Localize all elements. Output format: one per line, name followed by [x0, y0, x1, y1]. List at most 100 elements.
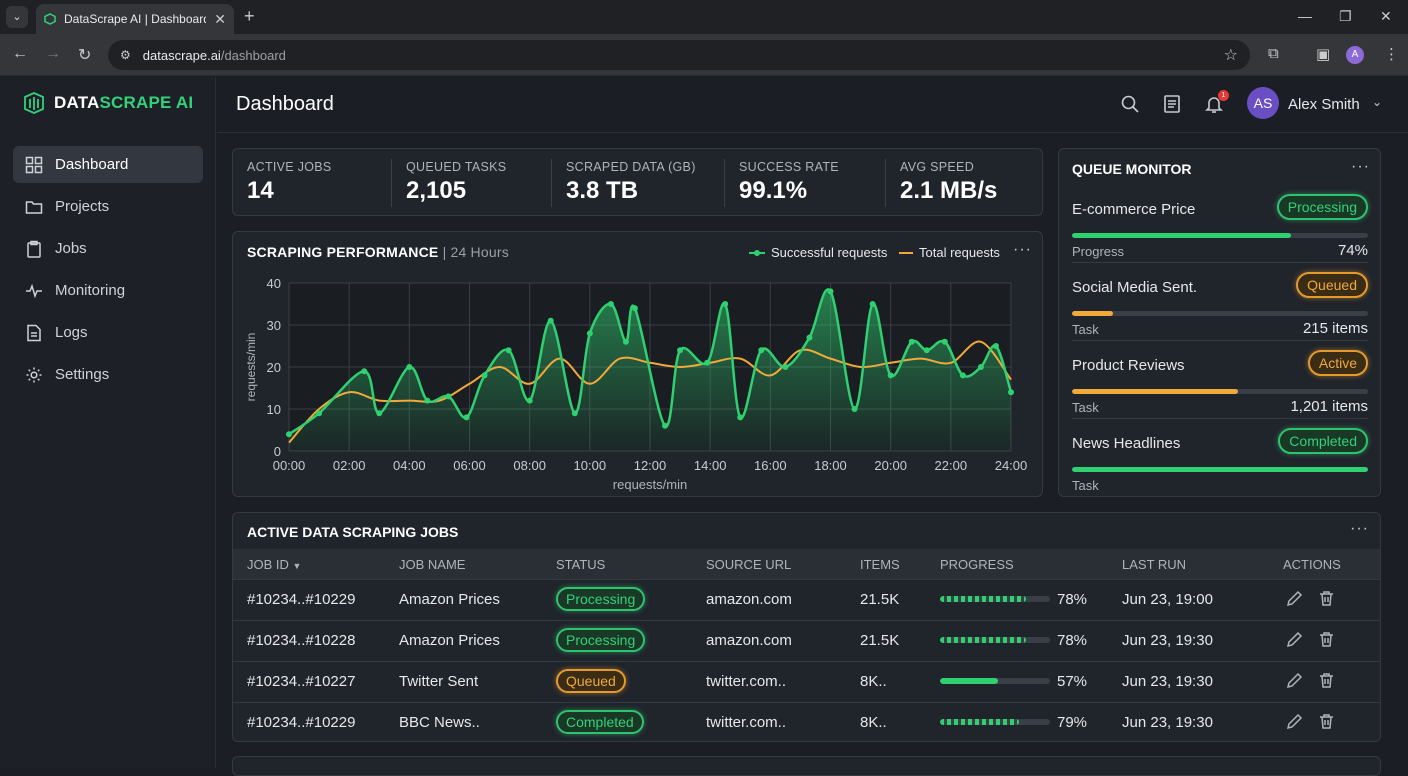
queue-item-name: News Headlines — [1072, 435, 1181, 452]
legend-total[interactable]: Total requests — [899, 245, 1000, 260]
data-point — [704, 359, 711, 366]
edit-button[interactable] — [1286, 590, 1303, 611]
brand-logo[interactable]: DATASCRAPE AI — [22, 91, 193, 115]
items-count: 8K.. — [860, 673, 887, 690]
data-point — [737, 414, 744, 421]
sidebar-item-jobs[interactable]: Jobs — [13, 230, 203, 267]
stat-active-jobs: ACTIVE JOBS 14 — [233, 149, 346, 217]
source-url[interactable]: amazon.com — [706, 632, 792, 649]
source-url[interactable]: amazon.com — [706, 591, 792, 608]
side-panel-icon[interactable]: ▣ — [1316, 46, 1331, 63]
queue-more-button[interactable]: ··· — [1351, 158, 1370, 175]
data-point — [851, 406, 858, 412]
user-name[interactable]: Alex Smith — [1288, 96, 1360, 113]
delete-button[interactable] — [1318, 713, 1335, 734]
site-settings-icon[interactable]: ⚙ — [120, 48, 131, 62]
close-tab-icon[interactable]: ✕ — [214, 10, 226, 27]
last-run: Jun 23, 19:30 — [1122, 673, 1213, 690]
queue-item-sub: Task — [1072, 478, 1099, 493]
job-id: #10234..#10228 — [247, 632, 356, 649]
last-run: Jun 23, 19:00 — [1122, 591, 1213, 608]
gear-icon — [26, 367, 42, 382]
search-button[interactable] — [1120, 94, 1140, 119]
source-url[interactable]: twitter.com.. — [706, 714, 787, 731]
sidebar-item-label: Jobs — [55, 240, 87, 257]
stats-card: ACTIVE JOBS 14 QUEUED TASKS 2,105 SCRAPE… — [232, 148, 1043, 216]
table-row[interactable]: #10234..#10228 Amazon Prices Processing ama… — [233, 620, 1380, 660]
job-name: Amazon Prices — [399, 632, 500, 649]
data-point — [923, 347, 930, 354]
queue-item-name: Social Media Sent. — [1072, 279, 1198, 296]
bookmark-star-icon[interactable]: ☆ — [1223, 47, 1238, 64]
pencil-icon — [1286, 713, 1303, 730]
legend-successful[interactable]: Successful requests — [749, 245, 887, 260]
sidebar-item-settings[interactable]: Settings — [13, 356, 203, 393]
extensions-icon[interactable]: ⧉ — [1268, 45, 1279, 62]
restore-icon[interactable]: ❐ — [1339, 8, 1352, 24]
column-header-status[interactable]: STATUS — [556, 557, 606, 572]
jobs-more-button[interactable]: ··· — [1350, 520, 1369, 537]
reload-icon[interactable]: ↻ — [78, 47, 92, 64]
forward-arrow-icon[interactable]: → — [45, 45, 61, 62]
data-point — [571, 410, 578, 417]
delete-button[interactable] — [1318, 672, 1335, 693]
browser-profile-avatar[interactable]: A — [1346, 46, 1364, 64]
progress-fill — [1072, 389, 1238, 394]
browser-tab[interactable]: DataScrape AI | Dashboard ✕ — [36, 4, 234, 34]
y-axis-label: requests/min — [244, 333, 258, 402]
close-window-icon[interactable]: ✕ — [1380, 8, 1392, 24]
progress-fill — [1072, 311, 1114, 316]
back-arrow-icon[interactable]: ← — [12, 45, 28, 62]
edit-button[interactable] — [1286, 631, 1303, 652]
sidebar-item-monitoring[interactable]: Monitoring — [13, 272, 203, 309]
data-point — [869, 301, 876, 307]
status-badge: Completed — [556, 710, 644, 734]
sidebar-item-dashboard[interactable]: Dashboard — [13, 146, 203, 183]
x-tick-label: 18:00 — [814, 458, 847, 473]
delete-button[interactable] — [1318, 631, 1335, 652]
status-badge: Completed — [1278, 428, 1368, 454]
queue-item-name: Product Reviews — [1072, 357, 1185, 374]
divider — [1072, 340, 1368, 341]
browser-menu-icon[interactable]: ⋮ — [1384, 46, 1399, 63]
source-url[interactable]: twitter.com.. — [706, 673, 787, 690]
url-bar[interactable]: ⚙ datascrape.ai/dashboard ☆ — [108, 40, 1250, 70]
sort-down-icon: ▼ — [292, 561, 302, 571]
column-header-items[interactable]: ITEMS — [860, 557, 900, 572]
job-name: Twitter Sent — [399, 673, 479, 690]
data-point — [806, 334, 813, 341]
column-header-progress[interactable]: PROGRESS — [940, 557, 1014, 572]
edit-button[interactable] — [1286, 672, 1303, 693]
chart-more-button[interactable]: ··· — [1013, 241, 1032, 258]
minimize-icon[interactable]: — — [1298, 8, 1312, 24]
stat-label: QUEUED TASKS — [406, 160, 507, 174]
notifications-button[interactable]: 1 — [1204, 90, 1229, 119]
progress-fill — [940, 596, 1026, 602]
column-header-job-name[interactable]: JOB NAME — [399, 557, 466, 572]
legend-swatch-green — [749, 249, 765, 256]
reports-button[interactable] — [1162, 94, 1182, 119]
chart-title: SCRAPING PERFORMANCE | 24 Hours — [247, 244, 509, 260]
table-row[interactable]: #10234..#10229 BBC News.. Completed twitter… — [233, 702, 1380, 742]
progress-bar — [940, 596, 1050, 602]
divider — [885, 159, 886, 207]
delete-button[interactable] — [1318, 590, 1335, 611]
user-avatar[interactable]: AS — [1247, 87, 1279, 119]
chevron-down-icon[interactable]: ⌄ — [1372, 95, 1383, 109]
new-tab-button[interactable]: + — [244, 6, 255, 26]
y-tick-label: 20 — [267, 360, 281, 375]
grid-icon — [25, 156, 43, 173]
table-row[interactable]: #10234..#10227 Twitter Sent Queued twitter.… — [233, 661, 1380, 701]
tab-search-button[interactable]: ⌄ — [6, 6, 28, 28]
status-badge: Processing — [1276, 194, 1368, 220]
edit-button[interactable] — [1286, 713, 1303, 734]
data-point — [463, 414, 470, 421]
column-header-source-url[interactable]: SOURCE URL — [706, 557, 792, 572]
table-row[interactable]: #10234..#10229 Amazon Prices Processing ama… — [233, 579, 1380, 619]
progress-fill — [940, 678, 999, 684]
sidebar-item-logs[interactable]: Logs — [13, 314, 203, 351]
sidebar-item-projects[interactable]: Projects — [13, 188, 203, 225]
column-header-last-run[interactable]: LAST RUN — [1122, 557, 1187, 572]
column-header-job-id[interactable]: JOB ID ▼ — [247, 557, 302, 572]
trash-icon — [1320, 591, 1333, 606]
